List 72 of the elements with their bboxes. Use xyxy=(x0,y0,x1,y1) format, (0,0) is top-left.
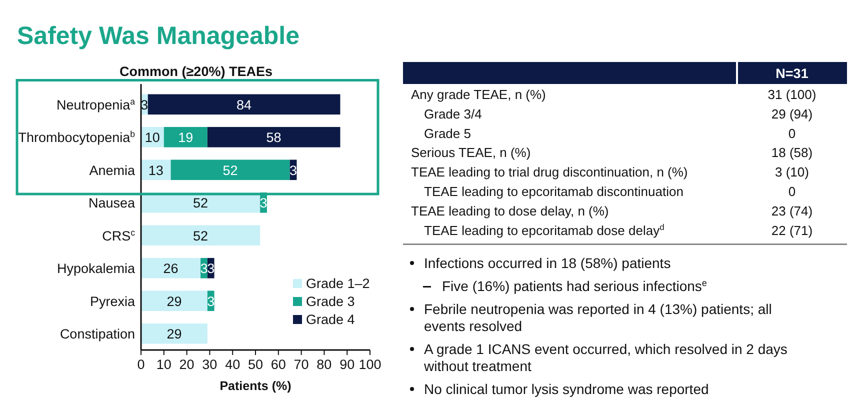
y-tick-label: CRS$^{c}$ xyxy=(102,227,136,244)
x-tick-label: 10 xyxy=(156,357,172,372)
category-label: Any grade TEAE, n (%) xyxy=(411,87,546,102)
chart-subtitle: Common (≥20%) TEAEs xyxy=(120,64,272,79)
bar xyxy=(141,323,208,344)
category-label: TEAE leading to trial drug discontinuation, n (%) xyxy=(411,164,688,180)
data-label: 52 xyxy=(193,228,208,244)
data-label: 3 xyxy=(207,261,215,276)
y-tick-label: Hypokalemia xyxy=(56,261,136,276)
category-label: TEAE leading to epcoritamab discontinuation xyxy=(424,184,684,199)
chart-title: Safety Was Manageable xyxy=(17,22,300,50)
category-label: TEAE leading to epcoritamab dose delay$^{d}$ xyxy=(424,222,665,238)
x-tick-label: 30 xyxy=(202,357,218,372)
data-label: 52 xyxy=(222,162,238,178)
data-label: 3 xyxy=(200,261,208,276)
data-label: 3 xyxy=(260,196,268,211)
bar xyxy=(170,160,290,180)
data-label: 3 xyxy=(207,294,215,309)
x-tick-label: 80 xyxy=(316,357,332,372)
text: Infections occurred in 18 (58%) patients xyxy=(424,255,671,271)
category-label: Grade 5 xyxy=(424,126,471,141)
text: 23 (74) xyxy=(771,203,813,218)
x-tick-label: 60 xyxy=(270,357,286,372)
y-tick-label: Nausea xyxy=(88,196,136,211)
x-tick-label: 70 xyxy=(294,357,309,372)
data-label: 13 xyxy=(148,162,164,178)
x-tick-label: 0 xyxy=(137,357,145,372)
category-label: TEAE leading to dose delay, n (%) xyxy=(411,203,609,218)
y-tick-label: Anemia xyxy=(89,162,136,178)
y-tick-label: Neutropenia$^{a}$ xyxy=(56,96,136,112)
bar xyxy=(141,290,208,312)
legend-label: Grade 3 xyxy=(306,294,355,309)
category-label: Grade 3/4 xyxy=(424,106,482,122)
y-tick-label: Pyrexia xyxy=(90,294,136,309)
data-label: 29 xyxy=(166,326,182,342)
bar xyxy=(141,258,201,278)
data-label: 29 xyxy=(166,294,182,309)
data-label: 10 xyxy=(144,130,160,146)
bar xyxy=(207,126,340,148)
data-label: 52 xyxy=(193,196,208,211)
text: 0 xyxy=(788,126,796,141)
text: 3 (10) xyxy=(775,164,809,180)
text: No clinical tumor lysis syndrome was reported xyxy=(424,381,709,397)
y-tick-label: Constipation xyxy=(60,326,135,342)
legend-label: Grade 1–2 xyxy=(306,276,370,291)
text: 18 (58) xyxy=(771,145,813,160)
data-label: 3 xyxy=(140,97,148,112)
data-label: 58 xyxy=(266,130,282,146)
x-axis-title: Patients (%) xyxy=(220,379,292,393)
x-tick-label: 90 xyxy=(340,357,355,372)
text: 29 (94) xyxy=(771,106,813,122)
x-tick-label: 50 xyxy=(248,357,264,372)
data-label: 84 xyxy=(236,97,252,112)
x-tick-label: 20 xyxy=(179,357,194,372)
text: N=31 xyxy=(776,66,809,81)
text: 31 (100) xyxy=(768,87,816,102)
bar xyxy=(141,225,260,246)
bar xyxy=(164,126,208,148)
x-tick-label: 100 xyxy=(358,357,382,372)
text: 0 xyxy=(788,184,796,199)
data-label: 26 xyxy=(163,261,178,276)
y-tick-label: Thrombocytopenia$^{b}$ xyxy=(18,129,136,146)
data-label: 19 xyxy=(178,130,194,146)
category-label: Serious TEAE, n (%) xyxy=(411,145,531,160)
x-tick-label: 40 xyxy=(225,357,240,372)
bar xyxy=(148,94,340,115)
text: Five (16%) patients had serious infections$^{e}$ xyxy=(442,278,707,294)
text: 22 (71) xyxy=(771,222,813,238)
text: Febrile neutropenia was reported in 4 (13%) patients; all events resolved xyxy=(424,301,772,334)
data-label: 3 xyxy=(290,162,298,178)
text: A grade 1 ICANS event occurred, which resolved in 2 days without treatment xyxy=(423,341,788,374)
legend-label: Grade 4 xyxy=(306,312,356,327)
